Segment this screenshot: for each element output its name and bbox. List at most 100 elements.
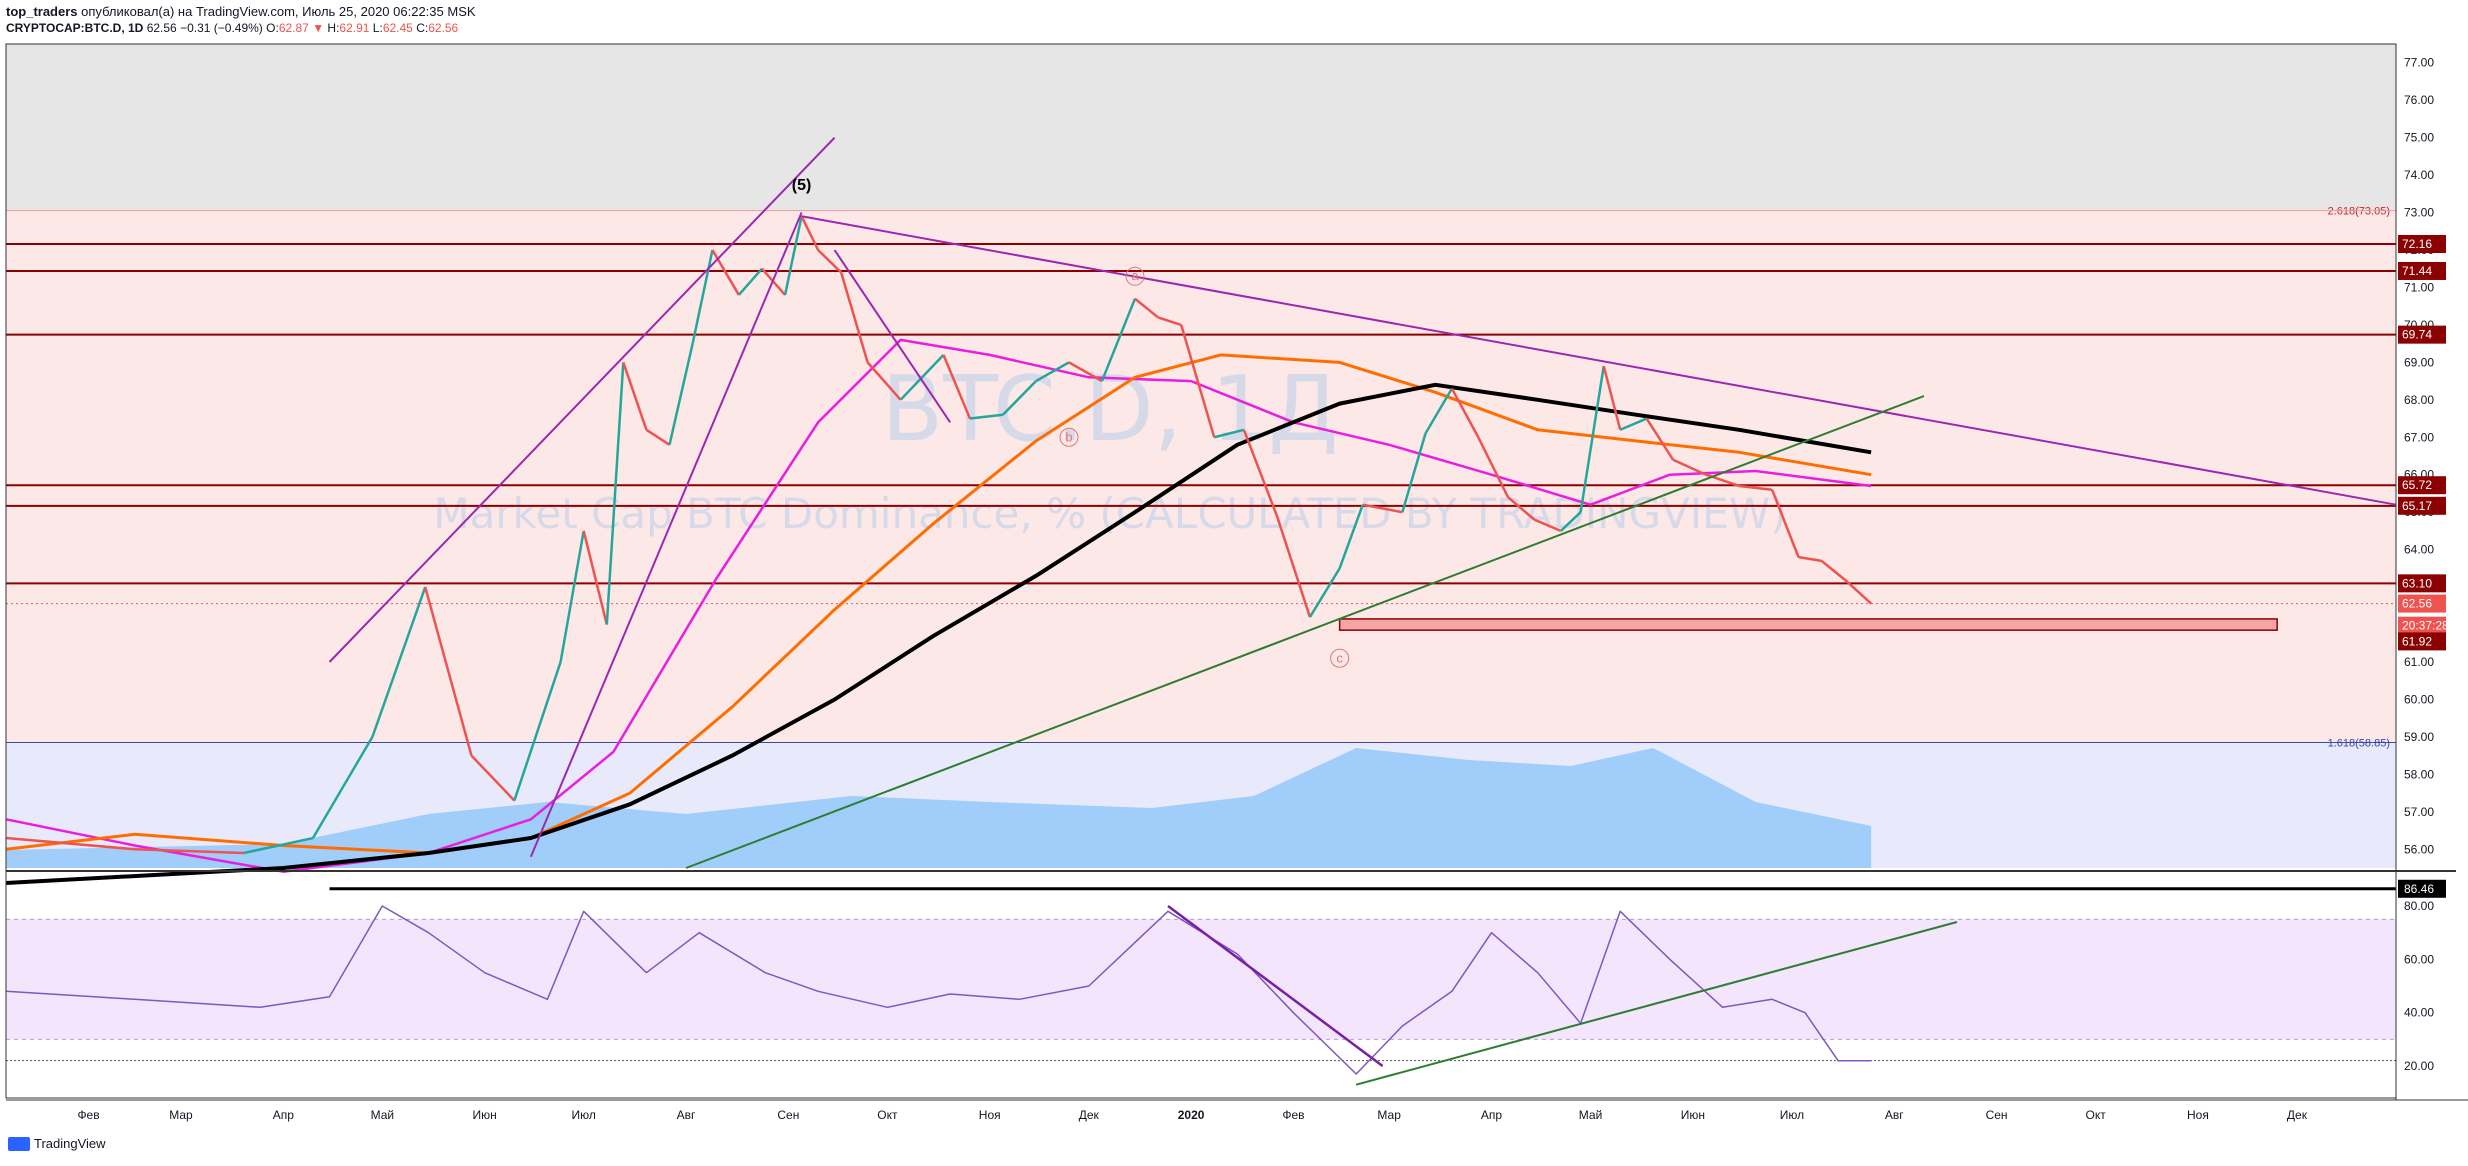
ma-black-line xyxy=(5,382,1872,885)
wave-label: (5) xyxy=(792,177,812,194)
last-price: 62.56 xyxy=(146,21,177,35)
low-value: 62.45 xyxy=(382,21,413,35)
wave-label: b xyxy=(1065,429,1072,444)
trendline xyxy=(328,136,836,663)
close-value: 62.56 xyxy=(428,21,459,35)
x-tick-label: Июл xyxy=(572,1108,596,1122)
price-tag xyxy=(2398,594,2446,613)
rsi-tick-label: 40.00 xyxy=(2404,1006,2434,1020)
rsi-band xyxy=(6,919,2396,1040)
price-segment xyxy=(1134,297,1159,319)
price-segment xyxy=(645,428,671,446)
price-segment xyxy=(622,361,648,431)
price-segment xyxy=(1533,518,1562,533)
chart-header: top_traders опубликовал(а) на TradingVie… xyxy=(6,3,476,37)
x-tick-label: Июн xyxy=(1681,1108,1705,1122)
price-segment xyxy=(1401,433,1427,513)
rsi-trendline xyxy=(1167,904,1384,1068)
x-tick-label: Апр xyxy=(1481,1108,1503,1122)
y-tick-label: 61.00 xyxy=(2404,655,2434,669)
symbol-label: CRYPTOCAP:BTC.D, 1D xyxy=(6,21,144,35)
price-segment xyxy=(371,586,427,738)
y-tick-label: 56.00 xyxy=(2404,842,2434,856)
price-segment xyxy=(1645,417,1675,461)
y-tick-label: 75.00 xyxy=(2404,131,2434,145)
price-tag xyxy=(2398,476,2446,495)
price-segment xyxy=(582,530,609,625)
x-tick-label: Окт xyxy=(877,1108,898,1122)
price-segment xyxy=(1242,429,1279,517)
y-tick-label: 76.00 xyxy=(2404,93,2434,107)
price-segment xyxy=(1820,559,1846,581)
y-tick-label: 71.00 xyxy=(2404,280,2434,294)
fib-level-label: 1.618(58.85) xyxy=(2328,738,2390,750)
price-segment xyxy=(1338,504,1364,569)
price-segment xyxy=(866,361,902,401)
price-segment xyxy=(470,754,516,802)
price-segment xyxy=(559,530,585,663)
zone-fib-upper xyxy=(6,210,2396,743)
price-segment xyxy=(783,216,803,296)
x-tick-label: Май xyxy=(371,1108,395,1122)
zone-above-fib xyxy=(6,44,2396,211)
price-segment xyxy=(691,249,714,344)
y-tick-label: 73.00 xyxy=(2404,206,2434,220)
price-segment xyxy=(1672,458,1707,476)
close-label: C: xyxy=(416,21,429,35)
price-tag-label: 62.56 xyxy=(2402,597,2432,611)
wave-label: a xyxy=(1131,268,1139,283)
price-segment xyxy=(134,848,244,855)
price-tag-label: 63.10 xyxy=(2402,576,2432,590)
y-tick-label: 58.00 xyxy=(2404,767,2434,781)
price-segment xyxy=(737,267,763,296)
rsi-line xyxy=(5,905,1872,1075)
price-segment xyxy=(1477,436,1510,498)
price-segment xyxy=(1275,515,1312,618)
price-segment xyxy=(899,354,945,401)
x-tick-label: Июн xyxy=(473,1108,497,1122)
x-tick-label: Фев xyxy=(77,1108,99,1122)
support-box xyxy=(1338,618,2278,631)
rsi-tick-label: 60.00 xyxy=(2404,952,2434,966)
ma-orange-line xyxy=(5,353,1872,855)
x-tick-label: Мар xyxy=(169,1108,193,1122)
price-segment xyxy=(1308,567,1341,618)
y-tick-label: 74.00 xyxy=(2404,168,2434,182)
trendline xyxy=(685,395,1925,869)
price-segment xyxy=(243,836,314,855)
price-tag xyxy=(2398,261,2446,280)
price-segment xyxy=(969,413,1004,420)
y-tick-label: 69.00 xyxy=(2404,355,2434,369)
price-segment xyxy=(1213,428,1245,439)
rsi-tag-label: 86.46 xyxy=(2404,882,2434,896)
price-segment xyxy=(1362,503,1403,514)
trendline xyxy=(833,249,951,423)
price-segment xyxy=(839,272,869,363)
price-segment xyxy=(424,586,473,756)
tradingview-logo-icon xyxy=(8,1136,30,1151)
footer-brand: TradingView xyxy=(8,1136,106,1151)
high-label: H: xyxy=(327,21,340,35)
price-tag xyxy=(2398,235,2446,254)
ohlc-row: CRYPTOCAP:BTC.D, 1D 62.56 −0.31 (−0.49%)… xyxy=(6,20,476,37)
price-segment xyxy=(1424,387,1453,435)
down-arrow-icon: ▼ xyxy=(312,21,325,35)
price-segment xyxy=(1068,361,1103,383)
y-tick-label: 77.00 xyxy=(2404,56,2434,70)
price-tag-label: 72.16 xyxy=(2402,237,2432,251)
price-segment xyxy=(513,661,562,801)
open-label: O: xyxy=(266,21,279,35)
x-tick-label: Апр xyxy=(273,1108,295,1122)
price-segment xyxy=(711,249,740,296)
price-tag xyxy=(2398,632,2446,651)
author-name[interactable]: top_traders xyxy=(6,4,78,19)
price-segment xyxy=(942,354,972,420)
rsi-tick-label: 20.00 xyxy=(2404,1059,2434,1073)
published-text: опубликовал(а) на TradingView.com, Июль … xyxy=(81,4,476,19)
price-segment xyxy=(311,736,374,839)
price-segment xyxy=(817,249,843,274)
price-segment xyxy=(5,836,135,851)
rsi-tag xyxy=(2398,879,2446,898)
price-tag-label: 65.17 xyxy=(2402,499,2432,513)
